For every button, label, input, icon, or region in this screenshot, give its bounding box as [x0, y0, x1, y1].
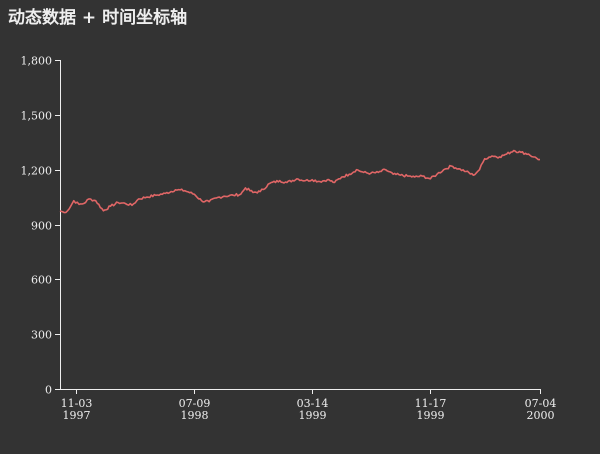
chart-title: 动态数据 + 时间坐标轴 — [8, 8, 188, 28]
y-tick-label: 600 — [31, 274, 52, 287]
x-tick-label-date: 11-17 — [415, 397, 447, 410]
x-tick-label-date: 03-14 — [297, 397, 329, 410]
y-tick-label: 0 — [45, 384, 52, 397]
x-tick-label-year: 1997 — [63, 409, 91, 422]
x-tick-label-date: 11-03 — [61, 397, 93, 410]
series-layer — [59, 149, 540, 214]
x-tick-label-year: 1999 — [417, 409, 445, 422]
y-tick-label: 1,800 — [21, 55, 53, 68]
x-tick-label-date: 07-09 — [179, 397, 211, 410]
y-axis: 0 300 600 900 1,200 1,500 1,800 — [21, 55, 61, 397]
series-line — [59, 149, 540, 214]
x-axis: 11-03199707-09199803-14199911-17199907-0… — [60, 389, 556, 422]
x-tick-label-year: 1998 — [181, 409, 209, 422]
y-tick-label: 300 — [31, 329, 52, 342]
x-tick-label-year: 2000 — [527, 409, 555, 422]
y-tick-label: 1,500 — [21, 110, 53, 123]
x-tick-label-year: 1999 — [299, 409, 327, 422]
y-tick-label: 1,200 — [21, 165, 53, 178]
y-tick-label: 900 — [31, 220, 52, 233]
x-tick-label-date: 07-04 — [525, 397, 557, 410]
